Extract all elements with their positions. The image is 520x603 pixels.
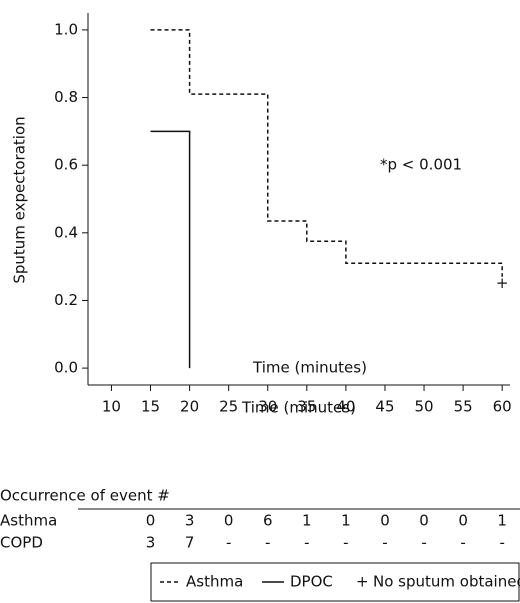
legend-label: DPOC — [290, 573, 333, 591]
x-tick-label: 55 — [454, 398, 473, 416]
y-tick-label: 0.4 — [54, 223, 78, 241]
table-cell: 0 — [419, 512, 429, 530]
legend-symbol: + — [356, 573, 369, 591]
table-cell: 0 — [380, 512, 390, 530]
x-axis-label: Time (minutes) — [241, 399, 356, 417]
table-cell: 0 — [224, 512, 234, 530]
table-cell: - — [382, 534, 387, 552]
x-tick-label: 20 — [180, 398, 199, 416]
y-axis-label: Sputum expectoration — [11, 116, 29, 283]
table-cell: 1 — [341, 512, 351, 530]
table-cell: - — [343, 534, 348, 552]
annotation: *p < 0.001 — [380, 156, 462, 174]
x-tick-label: 45 — [375, 398, 394, 416]
y-tick-label: 0.6 — [54, 156, 78, 174]
table-cell: 0 — [458, 512, 468, 530]
table-cell: - — [265, 534, 270, 552]
table-row-label: Asthma — [0, 512, 57, 530]
legend-label: Asthma — [186, 573, 243, 591]
table-cell: 7 — [185, 534, 195, 552]
x-tick-label: 25 — [219, 398, 238, 416]
table-cell: - — [460, 534, 465, 552]
step-line — [150, 29, 503, 277]
x-tick-label: 35 — [297, 398, 316, 416]
x-tick-label: 60 — [493, 398, 512, 416]
table-cell: 6 — [263, 512, 273, 530]
y-tick-label: 0.2 — [54, 291, 78, 309]
table-title: Occurrence of event # — [0, 487, 170, 505]
censor-mark: + — [496, 274, 509, 292]
legend-label: No sputum obtained — [373, 573, 520, 591]
table-cell: 3 — [185, 512, 195, 530]
step-line — [150, 130, 191, 369]
table-cell: - — [421, 534, 426, 552]
legend-box — [150, 562, 520, 602]
x-tick-label: 50 — [414, 398, 433, 416]
table-cell: 1 — [497, 512, 507, 530]
x-tick-label: 40 — [336, 398, 355, 416]
y-tick-label: 0.8 — [54, 88, 78, 106]
x-tick-label: 10 — [102, 398, 121, 416]
x-tick-label: 30 — [258, 398, 277, 416]
table-cell: 0 — [146, 512, 156, 530]
table-cell: - — [226, 534, 231, 552]
table-cell: 1 — [302, 512, 312, 530]
x-tick-label: 15 — [141, 398, 160, 416]
table-cell: - — [304, 534, 309, 552]
y-tick-label: 0.0 — [54, 359, 78, 377]
table-cell: - — [499, 534, 504, 552]
y-tick-label: 1.0 — [54, 20, 78, 38]
inner-label: Time (minutes) — [252, 359, 367, 377]
table-cell: 3 — [146, 534, 156, 552]
table-row-label: COPD — [0, 534, 43, 552]
